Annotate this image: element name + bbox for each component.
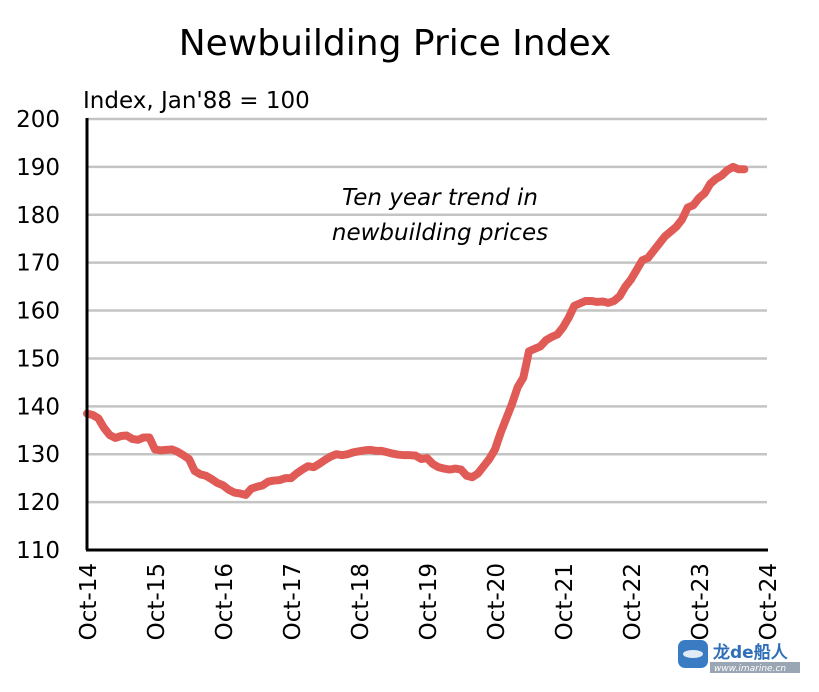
watermark-url: www.imarine.cn xyxy=(714,664,786,674)
y-tick-label: 110 xyxy=(16,538,60,564)
y-tick-label: 130 xyxy=(16,442,60,468)
watermark-brand: 龙de船人 xyxy=(712,642,789,663)
x-tick-label: Oct-24 xyxy=(756,563,782,640)
x-tick-labels: Oct-14 Oct-15 Oct-16 Oct-17 Oct-18 Oct-19 Oct-… xyxy=(76,563,782,640)
x-tick-label: Oct-15 xyxy=(144,563,170,640)
watermark: 龙de船人 www.imarine.cn xyxy=(678,640,800,674)
y-tick-label: 170 xyxy=(16,251,60,277)
y-tick-label: 180 xyxy=(16,203,60,229)
annotation-line-1: Ten year trend in xyxy=(342,185,538,211)
series-group xyxy=(83,162,749,499)
y-axis-label: Index, Jan'88 = 100 xyxy=(83,88,310,114)
y-tick-label: 120 xyxy=(16,490,60,516)
watermark-url-bg xyxy=(710,662,800,673)
x-tick-label: Oct-17 xyxy=(280,563,306,640)
annotation-line-2: newbuilding prices xyxy=(332,220,548,246)
x-tick-label: Oct-23 xyxy=(688,563,714,640)
gridlines xyxy=(87,117,767,504)
x-tick-label: Oct-20 xyxy=(484,563,510,640)
y-tick-label: 140 xyxy=(16,394,60,420)
y-tick-label: 160 xyxy=(16,299,60,325)
chart-title: Newbuilding Price Index xyxy=(179,23,612,64)
series-line xyxy=(83,162,749,499)
x-tick-label: Oct-16 xyxy=(212,563,238,640)
y-tick-label: 150 xyxy=(16,346,60,372)
watermark-ship-icon xyxy=(683,650,703,658)
x-tick-label: Oct-18 xyxy=(348,563,374,640)
x-tick-label: Oct-19 xyxy=(416,563,442,640)
y-tick-labels: 110 120 130 140 150 160 170 180 190 200 xyxy=(16,107,60,564)
y-tick-label: 200 xyxy=(16,107,60,133)
x-tick-label: Oct-21 xyxy=(552,563,578,640)
x-tick-label: Oct-22 xyxy=(620,563,646,640)
x-tick-label: Oct-14 xyxy=(76,563,102,640)
y-tick-label: 190 xyxy=(16,155,60,181)
